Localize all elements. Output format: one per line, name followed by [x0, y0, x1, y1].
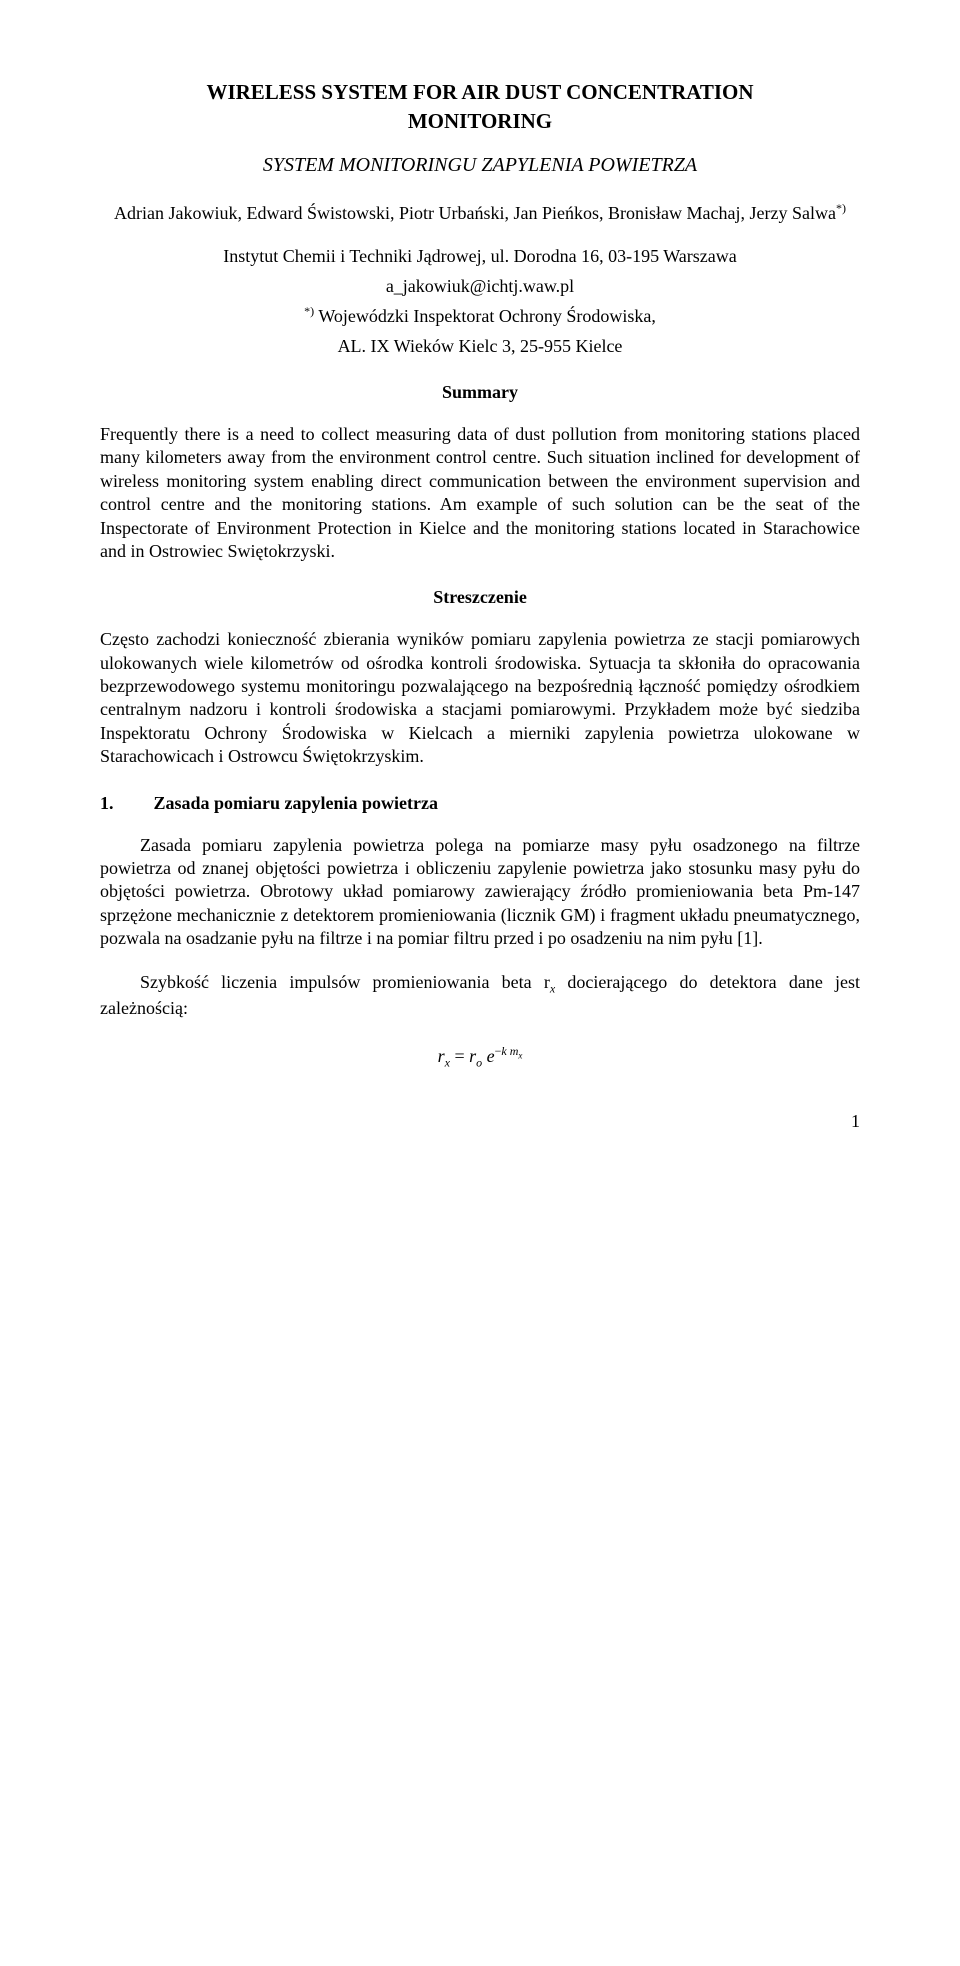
affiliation-1-email: a_jakowiuk@ichtj.waw.pl: [100, 275, 860, 298]
streszczenie-body: Często zachodzi konieczność zbierania wy…: [100, 628, 860, 768]
authors-line: Adrian Jakowiuk, Edward Świstowski, Piot…: [100, 201, 860, 225]
affiliation-2-line2: AL. IX Wieków Kielc 3, 25-955 Kielce: [100, 335, 860, 358]
eq-e: e: [487, 1046, 495, 1066]
affiliation-2-text: Wojewódzki Inspektorat Ochrony Środowisk…: [314, 306, 656, 326]
authors-names: Adrian Jakowiuk, Edward Świstowski, Piot…: [114, 203, 836, 223]
summary-heading: Summary: [100, 382, 860, 403]
summary-body: Frequently there is a need to collect me…: [100, 423, 860, 563]
streszczenie-heading: Streszczenie: [100, 587, 860, 608]
affiliation-2-sup: *): [304, 304, 314, 318]
page-number: 1: [100, 1111, 860, 1132]
section-1-title: Zasada pomiaru zapylenia powietrza: [154, 793, 439, 814]
eq-equals: =: [450, 1046, 469, 1066]
eq-rx: r: [438, 1046, 445, 1066]
section-1-paragraph-2: Szybkość liczenia impulsów promieniowani…: [100, 971, 860, 1021]
eq-exp-km: k m: [501, 1044, 518, 1058]
authors-footnote-sup: *): [836, 201, 846, 215]
affiliation-1-line1: Instytut Chemii i Techniki Jądrowej, ul.…: [100, 245, 860, 268]
paper-title-line2: MONITORING: [100, 109, 860, 134]
affiliation-2-line1: *) Wojewódzki Inspektorat Ochrony Środow…: [100, 304, 860, 328]
section-1-number: 1.: [100, 793, 114, 814]
equation-1: rx = ro e−k mx: [100, 1044, 860, 1071]
section-1-heading: 1. Zasada pomiaru zapylenia powietrza: [100, 793, 860, 814]
paper-subtitle: SYSTEM MONITORINGU ZAPYLENIA POWIETRZA: [100, 154, 860, 177]
section-1-paragraph-1: Zasada pomiaru zapylenia powietrza poleg…: [100, 834, 860, 951]
p2-pre: Szybkość liczenia impulsów promieniowani…: [140, 972, 550, 992]
eq-exp-xsub: x: [518, 1051, 522, 1061]
eq-exponent: −k mx: [495, 1044, 523, 1058]
paper-title-line1: WIRELESS SYSTEM FOR AIR DUST CONCENTRATI…: [100, 80, 860, 105]
